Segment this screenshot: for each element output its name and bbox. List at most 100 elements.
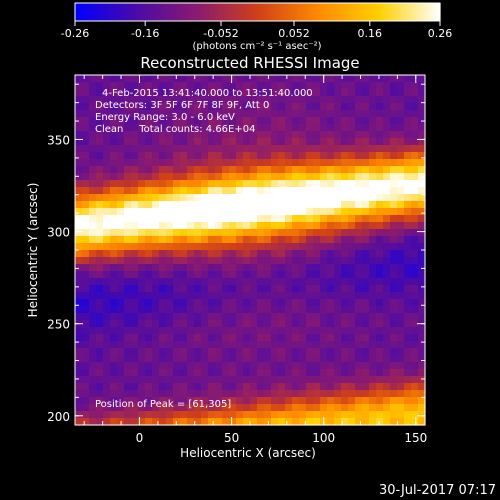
- heatmap-cell: [124, 320, 132, 328]
- heatmap-cell: [271, 299, 279, 307]
- heatmap-cell: [145, 418, 153, 426]
- heatmap-cell: [138, 236, 146, 244]
- heatmap-cell: [236, 306, 244, 314]
- heatmap-cell: [187, 327, 195, 335]
- heatmap-cell: [411, 89, 419, 97]
- heatmap-cell: [250, 390, 258, 398]
- heatmap-cell: [208, 355, 216, 363]
- heatmap-cell: [117, 292, 125, 300]
- heatmap-cell: [208, 152, 216, 160]
- heatmap-cell: [362, 390, 370, 398]
- heatmap-cell: [327, 411, 335, 419]
- heatmap-cell: [292, 173, 300, 181]
- colorbar-cell: [315, 3, 319, 21]
- heatmap-cell: [327, 222, 335, 230]
- heatmap-cell: [348, 292, 356, 300]
- heatmap-cell: [348, 320, 356, 328]
- heatmap-cell: [89, 110, 97, 118]
- heatmap-cell: [82, 285, 90, 293]
- heatmap-cell: [271, 313, 279, 321]
- heatmap-cell: [390, 250, 398, 258]
- heatmap-cell: [152, 327, 160, 335]
- heatmap-cell: [390, 236, 398, 244]
- heatmap-cell: [187, 201, 195, 209]
- heatmap-cell: [208, 285, 216, 293]
- heatmap-cell: [96, 103, 104, 111]
- heatmap-cell: [82, 306, 90, 314]
- heatmap-cell: [250, 327, 258, 335]
- heatmap-cell: [397, 257, 405, 265]
- heatmap-cell: [257, 390, 265, 398]
- heatmap-cell: [327, 236, 335, 244]
- heatmap-cell: [285, 173, 293, 181]
- heatmap-cell: [418, 257, 426, 265]
- heatmap-cell: [229, 89, 237, 97]
- heatmap-cell: [180, 292, 188, 300]
- heatmap-cell: [390, 222, 398, 230]
- heatmap-cell: [397, 110, 405, 118]
- heatmap-cell: [152, 376, 160, 384]
- heatmap-cell: [201, 348, 209, 356]
- heatmap-cell: [397, 348, 405, 356]
- heatmap-cell: [103, 103, 111, 111]
- heatmap-cell: [292, 327, 300, 335]
- heatmap-cell: [201, 355, 209, 363]
- colorbar-cell: [90, 3, 94, 21]
- heatmap-cell: [173, 89, 181, 97]
- heatmap-cell: [264, 96, 272, 104]
- heatmap-cell: [89, 173, 97, 181]
- heatmap-cell: [236, 117, 244, 125]
- heatmap-cell: [271, 383, 279, 391]
- heatmap-cell: [369, 376, 377, 384]
- heatmap-cell: [264, 313, 272, 321]
- heatmap-cell: [166, 159, 174, 167]
- heatmap-cell: [348, 173, 356, 181]
- heatmap-cell: [187, 159, 195, 167]
- heatmap-cell: [383, 418, 391, 426]
- heatmap-cell: [404, 299, 412, 307]
- heatmap-cell: [355, 362, 363, 370]
- heatmap-cell: [250, 222, 258, 230]
- heatmap-cell: [313, 404, 321, 412]
- heatmap-cell: [369, 313, 377, 321]
- heatmap-cell: [110, 390, 118, 398]
- heatmap-cell: [390, 124, 398, 132]
- heatmap-cell: [278, 75, 286, 83]
- heatmap-cell: [229, 362, 237, 370]
- heatmap-cell: [418, 355, 426, 363]
- heatmap-cell: [152, 285, 160, 293]
- heatmap-cell: [117, 257, 125, 265]
- heatmap-cell: [257, 222, 265, 230]
- heatmap-cell: [327, 362, 335, 370]
- heatmap-cell: [159, 390, 167, 398]
- heatmap-cell: [75, 166, 83, 174]
- heatmap-cell: [222, 397, 230, 405]
- heatmap-cell: [208, 201, 216, 209]
- heatmap-cell: [75, 327, 83, 335]
- heatmap-cell: [138, 264, 146, 272]
- heatmap-cell: [131, 222, 139, 230]
- heatmap-cell: [89, 278, 97, 286]
- heatmap-cell: [75, 355, 83, 363]
- heatmap-cell: [362, 180, 370, 188]
- heatmap-cell: [180, 355, 188, 363]
- heatmap-cell: [180, 96, 188, 104]
- heatmap-cell: [397, 187, 405, 195]
- heatmap-cell: [138, 362, 146, 370]
- heatmap-cell: [285, 369, 293, 377]
- heatmap-cell: [292, 138, 300, 146]
- heatmap-cell: [397, 124, 405, 132]
- heatmap-cell: [131, 292, 139, 300]
- heatmap-cell: [89, 264, 97, 272]
- heatmap-cell: [369, 75, 377, 83]
- heatmap-cell: [82, 390, 90, 398]
- heatmap-cell: [257, 124, 265, 132]
- heatmap-cell: [96, 250, 104, 258]
- heatmap-cell: [180, 145, 188, 153]
- heatmap-cell: [383, 348, 391, 356]
- heatmap-cell: [166, 292, 174, 300]
- heatmap-cell: [208, 362, 216, 370]
- heatmap-cell: [173, 334, 181, 342]
- heatmap-cell: [173, 124, 181, 132]
- heatmap-cell: [110, 404, 118, 412]
